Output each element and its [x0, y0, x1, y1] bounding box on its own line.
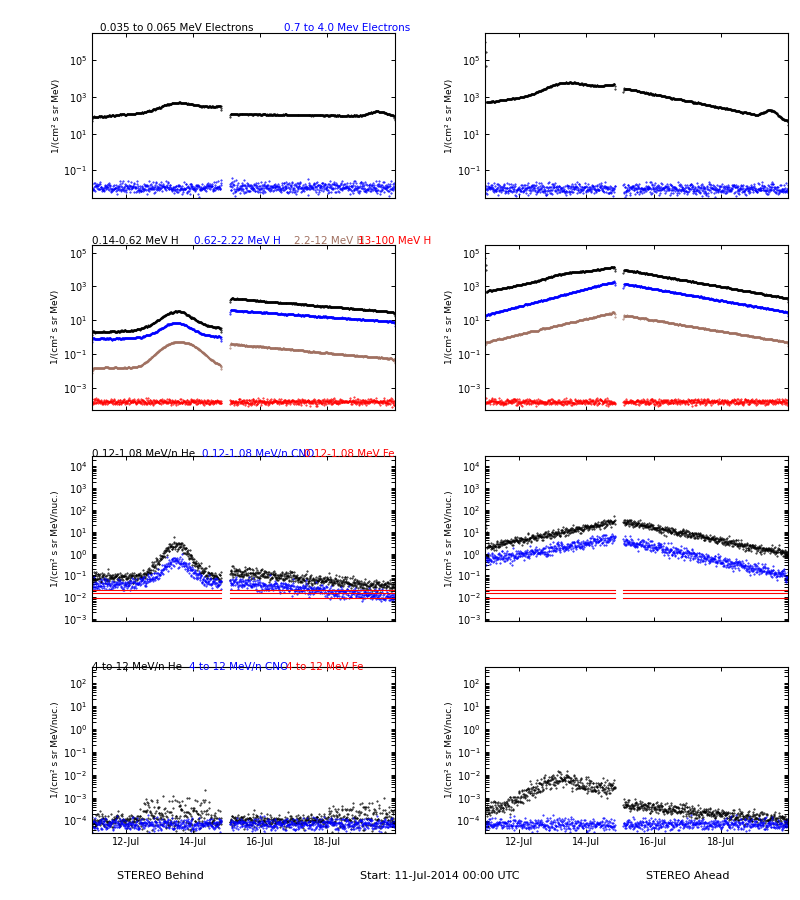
Text: 0.12-1.08 MeV/n He: 0.12-1.08 MeV/n He [92, 449, 195, 459]
Text: 0.12-1.08 MeV Fe: 0.12-1.08 MeV Fe [304, 449, 394, 459]
Text: STEREO Behind: STEREO Behind [117, 871, 203, 881]
Text: 13-100 MeV H: 13-100 MeV H [358, 236, 432, 246]
Text: 4 to 12 MeV/n CNO: 4 to 12 MeV/n CNO [189, 662, 288, 671]
Text: 0.7 to 4.0 Mev Electrons: 0.7 to 4.0 Mev Electrons [284, 22, 410, 32]
Y-axis label: 1/(cm² s sr MeV): 1/(cm² s sr MeV) [51, 78, 61, 153]
Text: Start: 11-Jul-2014 00:00 UTC: Start: 11-Jul-2014 00:00 UTC [360, 871, 520, 881]
Y-axis label: 1/(cm² s sr MeV/nuc.): 1/(cm² s sr MeV/nuc.) [445, 702, 454, 798]
Y-axis label: 1/(cm² s sr MeV): 1/(cm² s sr MeV) [445, 290, 454, 364]
Y-axis label: 1/(cm² s sr MeV/nuc.): 1/(cm² s sr MeV/nuc.) [445, 491, 454, 587]
Text: 2.2-12 MeV H: 2.2-12 MeV H [294, 236, 365, 246]
Text: 4 to 12 MeV Fe: 4 to 12 MeV Fe [286, 662, 363, 671]
Y-axis label: 1/(cm² s sr MeV): 1/(cm² s sr MeV) [445, 78, 454, 153]
Text: 0.035 to 0.065 MeV Electrons: 0.035 to 0.065 MeV Electrons [100, 22, 254, 32]
Text: 0.12-1.08 MeV/n CNO: 0.12-1.08 MeV/n CNO [202, 449, 314, 459]
Text: STEREO Ahead: STEREO Ahead [646, 871, 730, 881]
Text: 0.62-2.22 MeV H: 0.62-2.22 MeV H [194, 236, 281, 246]
Text: 0.14-0.62 MeV H: 0.14-0.62 MeV H [92, 236, 178, 246]
Y-axis label: 1/(cm² s sr MeV/nuc.): 1/(cm² s sr MeV/nuc.) [51, 491, 60, 587]
Y-axis label: 1/(cm² s sr MeV): 1/(cm² s sr MeV) [51, 290, 60, 364]
Text: 4 to 12 MeV/n He: 4 to 12 MeV/n He [92, 662, 182, 671]
Y-axis label: 1/(cm² s sr MeV/nuc.): 1/(cm² s sr MeV/nuc.) [51, 702, 60, 798]
